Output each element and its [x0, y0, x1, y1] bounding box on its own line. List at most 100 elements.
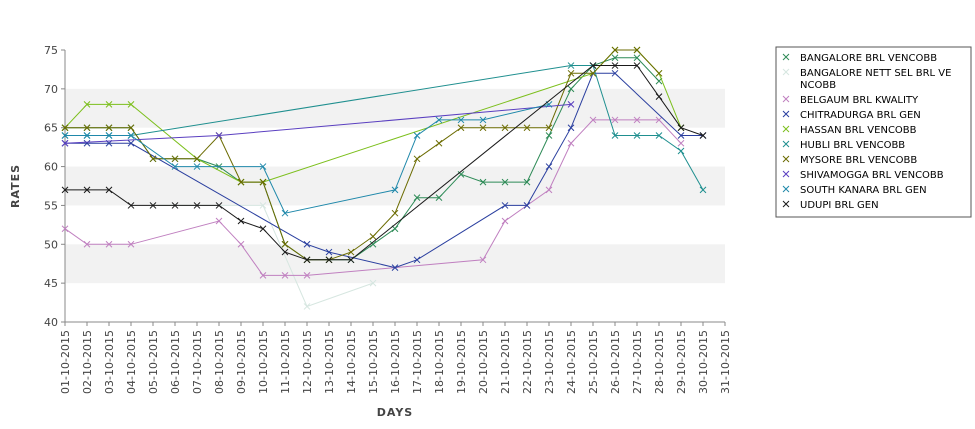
data-point: [501, 202, 509, 209]
data-point: [611, 54, 619, 62]
data-point: [105, 132, 113, 139]
data-point: [523, 124, 531, 132]
data-point: [83, 186, 91, 194]
data-point: [391, 225, 399, 233]
data-point: [303, 256, 311, 264]
series-line: [65, 49, 660, 261]
data-point: [325, 248, 333, 256]
data-point: [105, 186, 113, 194]
data-point: [281, 272, 289, 279]
data-point: [259, 202, 267, 209]
data-point: [83, 240, 91, 248]
data-point: [545, 124, 553, 132]
series-line: [65, 65, 704, 261]
data-point: [303, 303, 311, 310]
x-tick-label: 23-10-2015: [543, 330, 556, 394]
data-point: [127, 202, 135, 209]
data-point: [61, 132, 69, 139]
legend-marker: [782, 155, 790, 163]
data-point: [633, 46, 641, 54]
data-point: [633, 116, 641, 124]
x-tick-label: 21-10-2015: [499, 330, 512, 394]
series-line: [65, 72, 703, 269]
data-point: [171, 202, 179, 209]
data-point: [259, 163, 267, 170]
data-point: [633, 132, 641, 139]
data-point: [677, 147, 685, 155]
data-point: [567, 139, 575, 147]
data-point: [83, 139, 91, 147]
legend-label: UDUPI BRL GEN: [800, 200, 879, 211]
legend-label: HUBLI BRL VENCOBB: [800, 140, 905, 151]
data-point: [479, 178, 487, 186]
data-point: [457, 124, 465, 132]
data-point: [347, 248, 355, 256]
legend-marker: [782, 140, 790, 148]
legend-label: BANGALORE BRL VENCOBB: [800, 53, 937, 64]
data-point: [83, 101, 91, 108]
series-layer: [61, 46, 707, 310]
y-axis-title: RATES: [9, 164, 22, 208]
x-axis-title: DAYS: [377, 406, 413, 419]
data-point: [413, 132, 421, 139]
legend-item: SOUTH KANARA BRL GEN: [782, 185, 927, 196]
y-tick-label: 60: [44, 161, 58, 174]
data-point: [611, 132, 619, 139]
data-point: [545, 186, 553, 194]
data-point: [171, 155, 179, 163]
grid-band: [65, 166, 725, 206]
x-tick-label: 28-10-2015: [653, 330, 666, 394]
data-point: [215, 202, 223, 209]
x-tick-label: 18-10-2015: [433, 330, 446, 394]
data-point: [83, 132, 91, 139]
legend-marker: [782, 170, 790, 178]
legend-item: BANGALORE BRL VENCOBB: [782, 53, 937, 64]
data-point: [567, 124, 575, 132]
x-tick-label: 09-10-2015: [235, 330, 248, 394]
data-point: [655, 93, 663, 100]
series-1: [61, 54, 663, 264]
data-point: [413, 194, 421, 202]
data-point: [479, 116, 487, 124]
x-tick-label: 10-10-2015: [257, 330, 270, 394]
data-point: [325, 256, 333, 264]
legend-label: BELGAUM BRL KWALITY: [800, 95, 919, 106]
legend-item: CHITRADURGA BRL GEN: [782, 110, 921, 121]
legend-box: [775, 46, 972, 218]
data-point: [589, 62, 597, 69]
x-tick-label: 01-10-2015: [59, 330, 72, 394]
data-point: [479, 124, 487, 132]
data-point: [699, 132, 707, 139]
data-point: [193, 202, 201, 209]
data-point: [501, 217, 509, 225]
data-point: [127, 139, 135, 147]
legend-label: SHIVAMOGGA BRL VENCOBB: [800, 170, 944, 181]
y-tick-label: 40: [44, 316, 58, 329]
x-tick-label: 25-10-2015: [587, 330, 600, 394]
x-tick-label: 08-10-2015: [213, 330, 226, 394]
data-point: [567, 69, 575, 77]
data-point: [677, 139, 685, 147]
legend-marker: [782, 68, 790, 76]
data-point: [215, 132, 223, 139]
grid-bands: [65, 88, 725, 284]
data-point: [303, 240, 311, 248]
data-point: [259, 178, 267, 186]
data-point: [589, 116, 597, 124]
data-point: [237, 178, 245, 186]
data-point: [611, 69, 619, 77]
data-point: [127, 132, 135, 139]
data-point: [611, 46, 619, 54]
data-point: [237, 217, 245, 225]
y-tick-label: 70: [44, 83, 58, 96]
y-axis: 40 45 50 55 60 65 70 75: [44, 44, 66, 329]
data-point: [435, 139, 443, 147]
data-point: [105, 124, 113, 132]
data-point: [655, 69, 663, 77]
data-point: [611, 116, 619, 124]
data-point: [171, 163, 179, 170]
data-point: [501, 178, 509, 186]
data-point: [523, 202, 531, 209]
legend-label: HASSAN BRL VENCOBB: [800, 125, 917, 136]
